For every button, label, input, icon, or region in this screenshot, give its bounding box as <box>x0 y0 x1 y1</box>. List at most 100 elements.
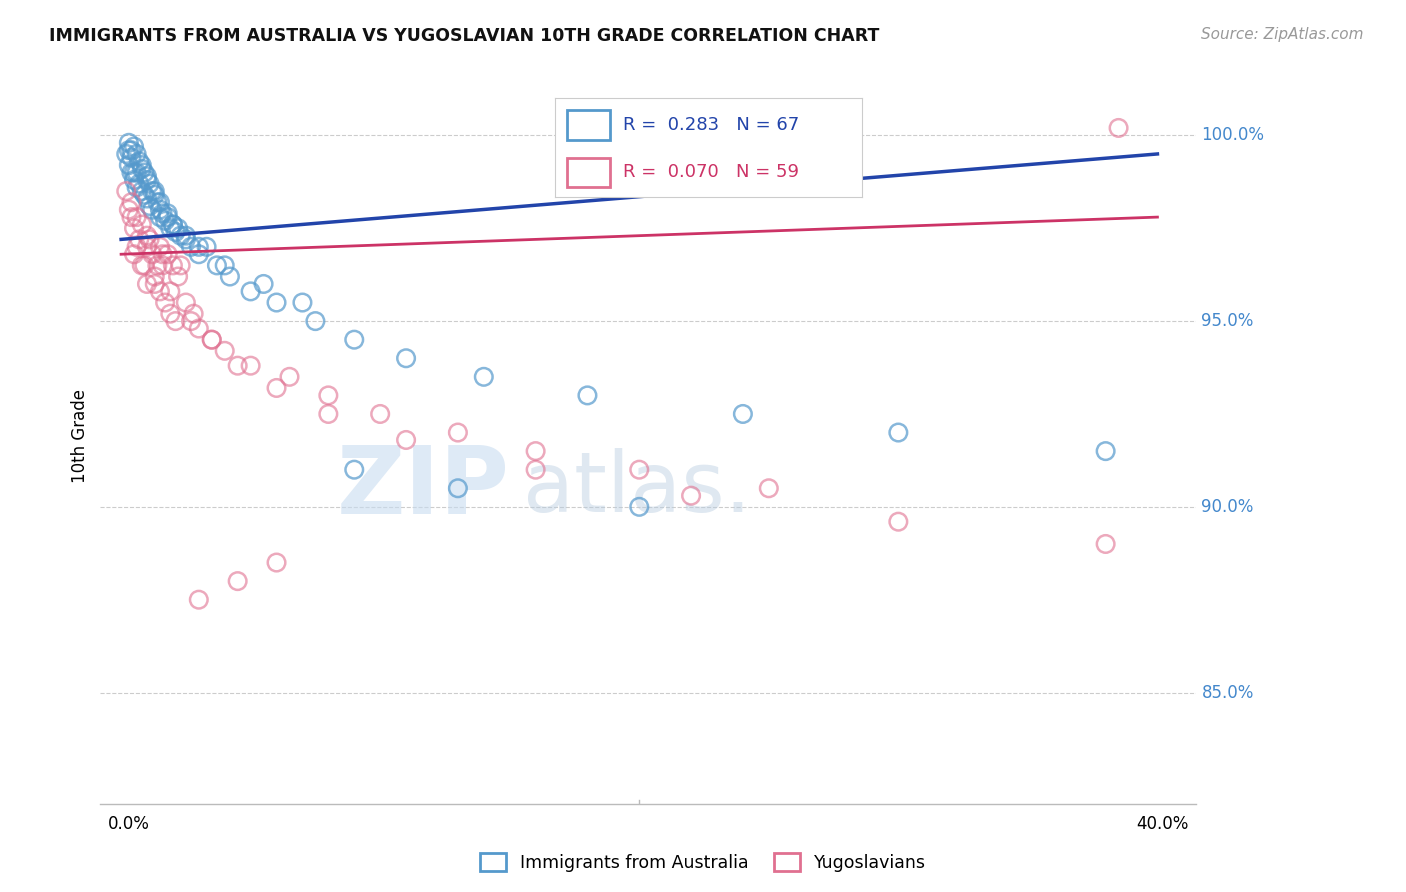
Point <box>143 277 166 291</box>
Point <box>156 247 179 261</box>
Point <box>187 247 209 261</box>
Point <box>165 225 187 239</box>
Point <box>125 210 148 224</box>
Point <box>115 184 138 198</box>
Point <box>165 314 187 328</box>
Point <box>136 169 159 184</box>
Point <box>252 277 274 291</box>
Point <box>118 158 141 172</box>
Text: 90.0%: 90.0% <box>1202 498 1254 516</box>
Point <box>141 247 163 261</box>
Text: IMMIGRANTS FROM AUSTRALIA VS YUGOSLAVIAN 10TH GRADE CORRELATION CHART: IMMIGRANTS FROM AUSTRALIA VS YUGOSLAVIAN… <box>49 27 880 45</box>
Point <box>201 333 224 347</box>
Point <box>120 165 142 179</box>
Text: atlas.: atlas. <box>523 448 751 529</box>
Text: 40.0%: 40.0% <box>1136 815 1188 833</box>
Point <box>183 307 205 321</box>
Point <box>628 463 651 477</box>
Point <box>136 240 159 254</box>
Point <box>343 333 366 347</box>
Point <box>118 202 141 217</box>
Point <box>1094 537 1116 551</box>
Point <box>152 259 174 273</box>
Point <box>120 151 142 165</box>
Point <box>136 228 159 243</box>
Point <box>125 147 148 161</box>
Point <box>153 295 176 310</box>
Point <box>169 259 191 273</box>
Point <box>136 192 159 206</box>
Point <box>524 463 547 477</box>
Point <box>187 592 209 607</box>
Point <box>187 321 209 335</box>
Point <box>472 369 495 384</box>
Point <box>887 425 910 440</box>
Point <box>731 407 754 421</box>
Point <box>122 165 145 179</box>
Point <box>162 218 184 232</box>
Point <box>524 444 547 458</box>
Point <box>180 240 202 254</box>
Point <box>146 195 169 210</box>
Point <box>162 259 184 273</box>
Point <box>318 407 340 421</box>
Point <box>266 556 288 570</box>
Text: ZIP: ZIP <box>337 442 510 534</box>
Point <box>343 463 366 477</box>
Point <box>266 381 288 395</box>
Point <box>128 154 150 169</box>
Point <box>146 259 169 273</box>
Point <box>169 228 191 243</box>
Point <box>174 228 197 243</box>
Point <box>195 240 218 254</box>
Point <box>143 184 166 198</box>
Point <box>1094 444 1116 458</box>
Point <box>153 214 176 228</box>
Point <box>187 240 209 254</box>
Point <box>138 232 160 246</box>
Point <box>125 240 148 254</box>
Point <box>239 359 262 373</box>
Point <box>159 307 181 321</box>
Point <box>149 240 172 254</box>
Point <box>156 210 179 224</box>
Legend: Immigrants from Australia, Yugoslavians: Immigrants from Australia, Yugoslavians <box>472 847 934 879</box>
Point <box>128 177 150 191</box>
Point <box>180 314 202 328</box>
Point <box>887 515 910 529</box>
Point <box>125 165 148 179</box>
Point <box>395 433 418 447</box>
Point <box>201 333 224 347</box>
Point <box>134 259 156 273</box>
Point <box>304 314 326 328</box>
Point <box>138 177 160 191</box>
Point <box>134 187 156 202</box>
Point <box>141 184 163 198</box>
Point <box>214 259 236 273</box>
Point <box>131 218 153 232</box>
Point <box>120 210 142 224</box>
Point <box>122 221 145 235</box>
Point <box>122 247 145 261</box>
Point <box>219 269 242 284</box>
Point <box>120 143 142 157</box>
Point <box>205 259 228 273</box>
Point <box>128 232 150 246</box>
Point <box>239 285 262 299</box>
Point <box>159 221 181 235</box>
Point <box>167 269 190 284</box>
Point <box>131 184 153 198</box>
Point <box>149 285 172 299</box>
Point <box>226 574 249 588</box>
Point <box>149 210 172 224</box>
Point <box>447 425 470 440</box>
Point <box>122 173 145 187</box>
Point <box>318 388 340 402</box>
Point <box>758 481 780 495</box>
Text: 85.0%: 85.0% <box>1202 683 1254 701</box>
Point <box>131 158 153 172</box>
Text: 95.0%: 95.0% <box>1202 312 1254 330</box>
Text: Source: ZipAtlas.com: Source: ZipAtlas.com <box>1201 27 1364 42</box>
Point <box>368 407 391 421</box>
Point <box>120 195 142 210</box>
